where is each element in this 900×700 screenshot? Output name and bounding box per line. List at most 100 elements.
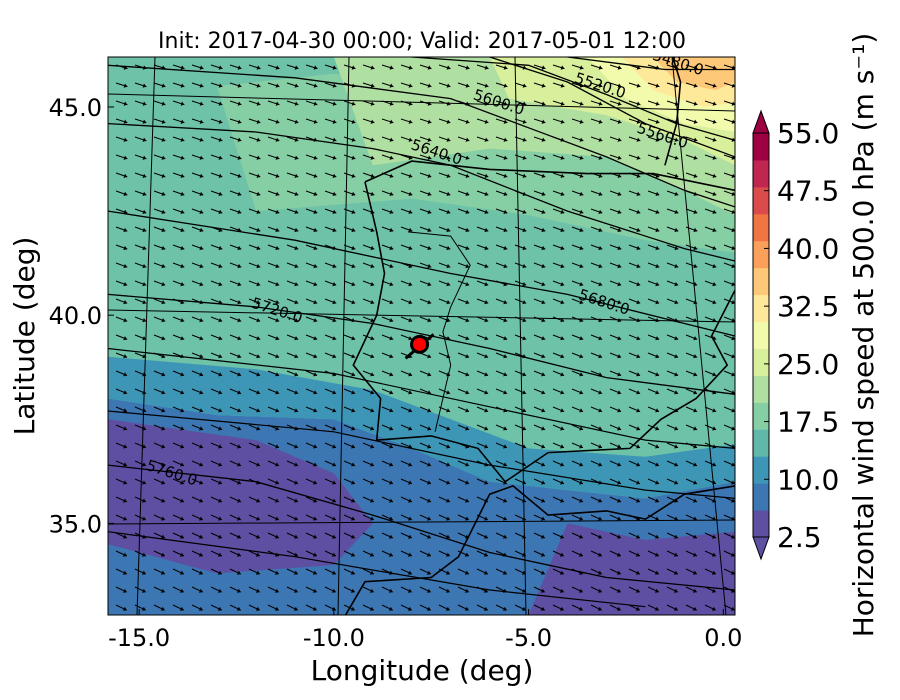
- wind-arrow-head: [426, 552, 431, 557]
- wind-arrow-head: [617, 209, 622, 214]
- colorbar-segment: [753, 483, 769, 511]
- wind-arrow-head: [522, 336, 527, 341]
- wind-arrow-head: [560, 354, 565, 359]
- wind-arrow-head: [198, 588, 203, 593]
- wind-arrow-head: [275, 191, 280, 196]
- wind-arrow-head: [274, 606, 279, 611]
- wind-arrow-head: [294, 480, 298, 485]
- wind-arrow-head: [616, 606, 621, 611]
- wind-arrow-head: [350, 588, 355, 593]
- wind-arrow-head: [142, 444, 146, 449]
- wind-arrow-head: [369, 552, 374, 557]
- wind-arrow-head: [179, 588, 184, 593]
- map-frame: [107, 56, 736, 616]
- wind-arrow-head: [711, 588, 716, 593]
- wind-arrow-head: [617, 227, 622, 233]
- wind-arrow-head: [693, 336, 698, 341]
- wind-arrow-head: [655, 534, 659, 539]
- wind-arrow-head: [218, 282, 223, 287]
- wind-arrow-head: [123, 516, 127, 521]
- wind-arrow-head: [142, 83, 147, 88]
- wind-arrow-head: [293, 552, 298, 557]
- wind-arrow-head: [731, 227, 735, 233]
- wind-arrow-head: [313, 426, 318, 431]
- wind-arrow-head: [617, 444, 621, 449]
- wind-arrow-head: [579, 498, 583, 503]
- wind-arrow-head: [446, 245, 451, 251]
- wind-arrow-head: [578, 552, 583, 557]
- wind-arrow-head: [617, 83, 622, 88]
- parallel-line: [108, 519, 735, 525]
- colorbar-segment: [753, 321, 769, 349]
- wind-arrow-head: [636, 83, 641, 88]
- wind-arrow-head: [484, 263, 489, 269]
- wind-arrow-head: [673, 588, 678, 593]
- wind-arrow-head: [256, 155, 261, 160]
- wind-arrow-head: [199, 209, 204, 214]
- wind-arrow-head: [693, 516, 697, 521]
- wind-arrow-head: [560, 119, 565, 124]
- wind-arrow-head: [237, 372, 242, 377]
- wind-arrow-head: [370, 101, 375, 106]
- colorbar-tick-label: 25.0: [777, 348, 839, 381]
- wind-arrow-head: [142, 390, 147, 395]
- wind-arrow-head: [294, 300, 299, 305]
- wind-arrow-head: [503, 119, 508, 124]
- wind-arrow-head: [674, 300, 679, 305]
- wind-arrow-head: [522, 498, 526, 503]
- wind-arrow-head: [693, 155, 698, 160]
- wind-arrow-head: [294, 282, 299, 287]
- wind-arrow-head: [521, 552, 526, 557]
- wind-arrow-head: [484, 480, 488, 485]
- wind-arrow-head: [693, 282, 698, 287]
- wind-arrow-head: [731, 516, 735, 521]
- wind-arrow-head: [123, 83, 128, 88]
- wind-arrow-head: [389, 426, 394, 431]
- wind-arrow-head: [199, 480, 203, 485]
- wind-arrow-head: [636, 227, 641, 233]
- wind-arrow-head: [294, 534, 298, 539]
- wind-arrow-head: [123, 444, 127, 449]
- colorbar-segment: [753, 294, 769, 323]
- wind-arrow-head: [218, 83, 223, 88]
- wind-arrow-head: [370, 336, 375, 341]
- wind-arrow-head: [426, 606, 431, 611]
- wind-arrow-head: [541, 263, 546, 269]
- wind-arrow-head: [141, 588, 146, 593]
- wind-arrow-head: [522, 300, 527, 305]
- wind-arrow-head: [655, 390, 660, 395]
- wind-arrow-head: [674, 408, 679, 413]
- wind-arrow-head: [502, 552, 507, 557]
- wind-arrow-head: [465, 191, 470, 196]
- wind-arrow-head: [636, 462, 640, 467]
- wind-arrow-head: [693, 462, 697, 467]
- wind-arrow-head: [541, 462, 545, 467]
- wind-arrow-head: [560, 245, 565, 251]
- wind-arrow-head: [123, 101, 128, 106]
- wind-arrow-head: [332, 191, 337, 196]
- wind-arrow-head: [351, 318, 356, 323]
- colorbar-tick-label: 55.0: [777, 117, 839, 150]
- wind-arrow-head: [654, 552, 659, 557]
- wind-arrow-head: [237, 191, 242, 196]
- wind-arrow-head: [446, 336, 451, 341]
- wind-arrow-head: [522, 83, 527, 88]
- wind-arrow-head: [655, 191, 660, 196]
- wind-arrow-head: [389, 534, 393, 539]
- wind-arrow-head: [161, 516, 165, 521]
- wind-arrow-head: [579, 390, 584, 395]
- wind-arrow-head: [255, 552, 260, 557]
- wind-arrow-head: [180, 227, 185, 233]
- marker-dot: [410, 334, 430, 354]
- wind-arrow-head: [446, 354, 451, 359]
- wind-arrow-head: [237, 336, 242, 341]
- wind-arrow-head: [484, 408, 489, 413]
- wind-arrow-head: [579, 336, 584, 341]
- wind-arrow-head: [256, 354, 261, 359]
- wind-arrow-head: [598, 191, 603, 196]
- wind-arrow-head: [294, 354, 299, 359]
- wind-arrow-head: [674, 137, 679, 142]
- wind-arrow-head: [123, 354, 128, 359]
- wind-arrow-head: [351, 300, 356, 305]
- wind-arrow-head: [541, 516, 545, 521]
